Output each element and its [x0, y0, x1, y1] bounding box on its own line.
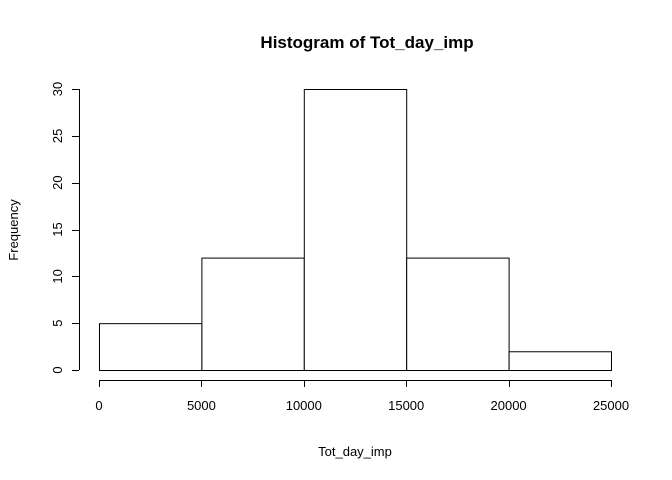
histogram-bar-2	[303, 89, 408, 371]
x-tick-label-1: 5000	[187, 398, 216, 413]
x-tick-label-0: 0	[95, 398, 102, 413]
y-axis: 0 5 10 15 20 25 30	[50, 82, 80, 374]
y-tick-label-2: 10	[50, 269, 65, 283]
y-tick-label-6: 30	[50, 82, 65, 96]
y-tick-label-0: 0	[50, 366, 65, 373]
x-axis-label: Tot_day_imp	[318, 444, 392, 459]
histogram-bars	[99, 89, 613, 372]
y-tick-label-1: 5	[50, 320, 65, 327]
y-tick-label-4: 20	[50, 175, 65, 189]
chart-title: Histogram of Tot_day_imp	[260, 33, 473, 52]
x-tick-label-4: 20000	[491, 398, 527, 413]
x-tick-label-5: 25000	[593, 398, 629, 413]
x-tick-label-3: 15000	[388, 398, 424, 413]
x-axis: 0 5000 10000 15000 20000 25000	[95, 380, 629, 413]
histogram-bar-3	[406, 257, 510, 372]
y-axis-label: Frequency	[6, 199, 21, 261]
histogram-bar-4	[508, 351, 613, 371]
y-tick-label-3: 15	[50, 222, 65, 236]
histogram-bar-1	[201, 257, 305, 372]
x-tick-label-2: 10000	[286, 398, 322, 413]
histogram-bar-0	[99, 323, 203, 371]
y-tick-label-5: 25	[50, 129, 65, 143]
